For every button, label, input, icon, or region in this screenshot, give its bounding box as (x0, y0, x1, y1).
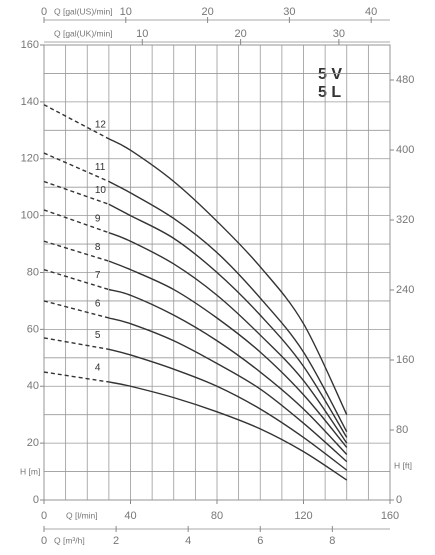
x-tick-label: 0 (41, 510, 47, 522)
title-line: 5 L (318, 84, 341, 101)
curve-dashed (43, 104, 110, 140)
curve (108, 203, 348, 438)
curve-label: 12 (95, 119, 107, 130)
curve (108, 317, 348, 463)
curve (108, 180, 348, 433)
x-tick-label: 20 (234, 28, 246, 40)
curve-dashed (43, 152, 110, 183)
x-tick-label: 4 (185, 535, 191, 547)
curve-dashed (43, 209, 110, 234)
x-axis-label: Q [l/min] (66, 510, 98, 520)
y-tick-label: 120 (21, 153, 39, 165)
curve (108, 348, 348, 471)
curve-label: 5 (95, 330, 101, 341)
x-tick-label: 10 (136, 28, 148, 40)
y2-tick-label: 160 (396, 354, 414, 366)
y2-tick-label: 320 (396, 214, 414, 226)
curve-label: 8 (95, 242, 101, 253)
y-tick-label: 100 (21, 210, 39, 222)
curve-dashed (43, 268, 110, 291)
y-tick-label: 160 (21, 39, 39, 51)
x-tick-label: 8 (329, 535, 335, 547)
x-tick-label: 10 (120, 6, 132, 18)
x-tick-label: 2 (113, 535, 119, 547)
y-tick-label: 40 (27, 380, 39, 392)
y-tick-label: 140 (21, 96, 39, 108)
x-tick-label: 0 (41, 535, 47, 547)
x-tick-label: 30 (283, 6, 295, 18)
y-tick-label: 80 (27, 266, 39, 278)
x-tick-label: 40 (365, 6, 377, 18)
curve-label: 10 (95, 185, 107, 196)
y2-tick-label: 480 (396, 74, 414, 86)
y2-tick-label: 80 (396, 424, 408, 436)
x-tick-label: 40 (124, 510, 136, 522)
y-tick-label: 0 (33, 494, 39, 506)
curve (108, 260, 348, 448)
x-tick-label: 30 (333, 28, 345, 40)
y2-tick-label: 240 (396, 284, 414, 296)
curve (108, 381, 348, 481)
x-tick-label: 120 (294, 510, 312, 522)
curve-dashed (43, 180, 110, 205)
x-axis-label: Q [m³/h] (54, 535, 85, 545)
curve (108, 232, 348, 444)
x-tick-label: 0 (41, 6, 47, 18)
y2-axis-label: H [ft] (394, 460, 412, 470)
curve-label: 11 (95, 162, 106, 173)
curve-dashed (43, 240, 110, 262)
x-tick-label: 160 (381, 510, 399, 522)
x-tick-label: 6 (257, 535, 263, 547)
curve-label: 7 (95, 270, 101, 281)
y-axis-label: H [m] (20, 466, 40, 476)
x-axis-label: Q [gal(US)/min] (54, 6, 113, 16)
y2-tick-label: 400 (396, 144, 414, 156)
x-axis-label: Q [gal(UK)/min] (54, 28, 113, 38)
curve (108, 138, 348, 415)
x-tick-label: 80 (211, 510, 223, 522)
title-line: 5 V (318, 66, 342, 83)
curve-label: 9 (95, 213, 101, 224)
curve-label: 4 (95, 363, 101, 374)
x-tick-label: 20 (201, 6, 213, 18)
y2-tick-label: 0 (396, 494, 402, 506)
curve (108, 288, 348, 455)
y-tick-label: 60 (27, 323, 39, 335)
y-tick-label: 20 (27, 437, 39, 449)
curve-label: 6 (95, 299, 101, 310)
